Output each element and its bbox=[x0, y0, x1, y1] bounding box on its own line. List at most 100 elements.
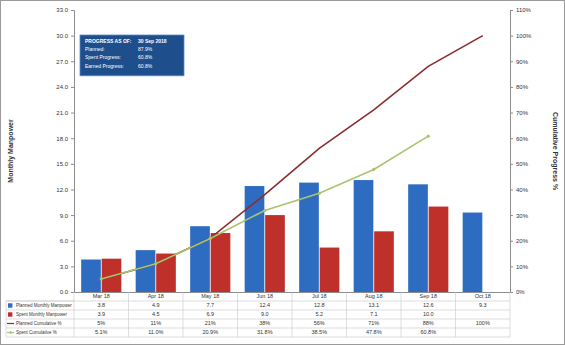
data-label: 12.8 bbox=[314, 302, 325, 308]
table-rule bbox=[6, 301, 510, 302]
marker bbox=[427, 135, 430, 138]
tick-label: 21.0 bbox=[56, 110, 68, 116]
tick: 110% bbox=[510, 7, 532, 13]
table-rule bbox=[346, 292, 347, 337]
tick-mark bbox=[71, 36, 74, 37]
annotation-label: Spent Progress: bbox=[85, 54, 121, 60]
tick-label: 30.0 bbox=[56, 33, 68, 39]
tick-label: 9.0 bbox=[60, 213, 69, 219]
data-label: 60.8% bbox=[420, 329, 436, 335]
tick-label: 33.0 bbox=[56, 7, 68, 13]
bar bbox=[320, 248, 340, 292]
tick-label: 20% bbox=[516, 238, 529, 244]
tick-mark bbox=[510, 241, 513, 242]
bar bbox=[190, 226, 210, 292]
tick: Aug 18 bbox=[365, 293, 382, 299]
line bbox=[101, 136, 428, 279]
bar bbox=[265, 215, 285, 292]
x-axis: Mar 18Apr 18May 18Jun 18Jul 18Aug 18Sep … bbox=[75, 293, 511, 299]
tick-mark bbox=[510, 189, 513, 190]
tick-label: 80% bbox=[516, 84, 529, 90]
tick-label: 12.0 bbox=[56, 187, 68, 193]
tick: 30.0 bbox=[56, 33, 74, 39]
tick: 9.0 bbox=[60, 213, 74, 219]
tick-mark bbox=[510, 215, 513, 216]
tick: 30% bbox=[510, 213, 529, 219]
data-label: 31.8% bbox=[257, 329, 273, 335]
data-label: 4.9 bbox=[152, 302, 160, 308]
tick-mark bbox=[510, 164, 513, 165]
data-label: 12.4 bbox=[259, 302, 270, 308]
tick-mark bbox=[510, 10, 513, 11]
data-label: 10.0 bbox=[423, 311, 434, 317]
annotation-label: Earned Progress: bbox=[85, 63, 124, 69]
annotation-value: 60.8% bbox=[138, 63, 153, 69]
data-label: 13.1 bbox=[368, 302, 379, 308]
table-rule bbox=[128, 292, 129, 337]
table-rule bbox=[74, 292, 75, 337]
data-label: 20.9% bbox=[202, 329, 218, 335]
data-label: 100% bbox=[476, 320, 490, 326]
data-label: 9.3 bbox=[479, 302, 487, 308]
bar bbox=[211, 233, 231, 292]
tick-mark bbox=[510, 138, 513, 139]
legend-key bbox=[9, 331, 11, 333]
tick: 27.0 bbox=[56, 59, 74, 65]
tick: 0% bbox=[510, 289, 525, 295]
annotation-label: PROGRESS AS OF: bbox=[85, 38, 132, 44]
tick-label: 6.0 bbox=[60, 238, 69, 244]
data-label: 5.1% bbox=[95, 329, 108, 335]
tick-label: 3.0 bbox=[60, 264, 69, 270]
tick: 10% bbox=[510, 264, 529, 270]
data-label: 3.8 bbox=[97, 302, 105, 308]
marker bbox=[372, 168, 375, 171]
data-label: 9.0 bbox=[261, 311, 269, 317]
legend-key bbox=[8, 312, 12, 316]
data-label: 5.2 bbox=[315, 311, 323, 317]
axis-line bbox=[511, 11, 514, 293]
tick-label: Apr 18 bbox=[148, 293, 164, 299]
y-axis: 0.03.06.09.012.015.018.021.024.027.030.0… bbox=[56, 7, 74, 295]
data-label: 5% bbox=[97, 320, 105, 326]
tick-mark bbox=[71, 164, 74, 165]
table-rule bbox=[6, 337, 510, 338]
tick-mark bbox=[71, 241, 74, 242]
tick: Sep 18 bbox=[420, 293, 437, 299]
tick: 70% bbox=[510, 110, 529, 116]
tick: Oct 18 bbox=[475, 293, 491, 299]
tick-label: 100% bbox=[516, 33, 532, 39]
tick-label: 24.0 bbox=[56, 84, 68, 90]
table-rule bbox=[183, 292, 184, 337]
tick: 80% bbox=[510, 84, 529, 90]
annotation-label: Planned: bbox=[85, 46, 105, 52]
marker bbox=[154, 262, 157, 265]
legend-label: Spent Monthly Manpower bbox=[16, 312, 68, 317]
tick-label: 60% bbox=[516, 136, 529, 142]
tick-mark bbox=[71, 113, 74, 114]
data-label: 3.9 bbox=[97, 311, 105, 317]
data-label: 21% bbox=[205, 320, 216, 326]
table-rule bbox=[6, 328, 510, 329]
tick: 50% bbox=[510, 161, 529, 167]
tick: 60% bbox=[510, 136, 529, 142]
tick: 6.0 bbox=[60, 238, 74, 244]
tick-label: 0.0 bbox=[60, 289, 69, 295]
data-label: 7.7 bbox=[206, 302, 214, 308]
y2-axis: 0%10%20%30%40%50%60%70%80%90%100%110% bbox=[510, 7, 532, 295]
tick: 3.0 bbox=[60, 264, 74, 270]
bar bbox=[429, 207, 449, 292]
tick-mark bbox=[71, 61, 74, 62]
tick-mark bbox=[71, 189, 74, 190]
tick: May 18 bbox=[201, 293, 219, 299]
tick-mark bbox=[71, 10, 74, 11]
annotation-value: 30 Sep 2018 bbox=[138, 38, 167, 44]
bar bbox=[354, 180, 374, 292]
tick-mark bbox=[510, 266, 513, 267]
legend-key bbox=[7, 332, 14, 333]
table-rule bbox=[510, 292, 511, 337]
tick: Jun 18 bbox=[256, 293, 273, 299]
tick-mark bbox=[71, 215, 74, 216]
axis-line bbox=[75, 292, 511, 293]
tick: Apr 18 bbox=[148, 293, 164, 299]
table-rule bbox=[237, 292, 238, 337]
